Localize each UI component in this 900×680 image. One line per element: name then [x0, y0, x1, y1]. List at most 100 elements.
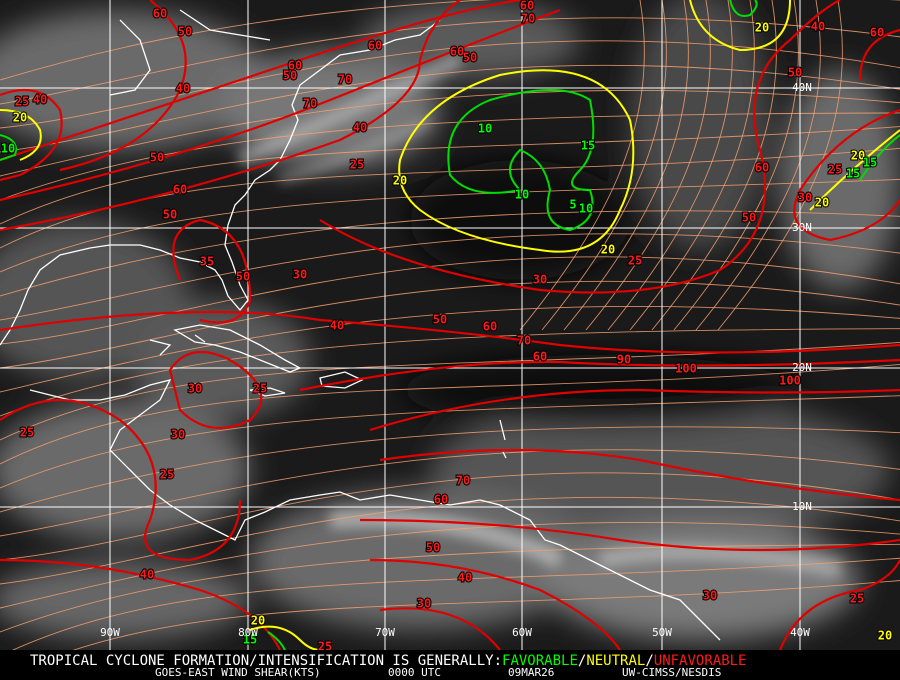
streamline [0, 543, 900, 633]
longitude-label: 80W [238, 626, 258, 639]
streamline [651, 0, 777, 331]
contour-label: 50 [463, 51, 477, 65]
contour-label: 25 [20, 426, 34, 440]
streamline [0, 472, 900, 561]
streamline [563, 0, 689, 331]
contour-label: 30 [293, 268, 307, 282]
contour-label: 40 [33, 93, 47, 107]
streamline [0, 363, 900, 465]
contour-label: 60 [173, 183, 187, 197]
contour-label: 20 [393, 174, 407, 188]
streamline [0, 40, 900, 129]
streamline [0, 256, 900, 345]
contour-label: 50 [178, 25, 192, 39]
contour-label: 25 [253, 382, 267, 396]
streamline [0, 126, 900, 225]
streamline [585, 0, 711, 331]
streamline [0, 557, 900, 657]
longitude-label: 40W [790, 626, 810, 639]
contour-label: 60 [368, 39, 382, 53]
contour-label: 40 [811, 20, 825, 34]
contour-label: 25 [850, 592, 864, 606]
contour-label: 60 [153, 7, 167, 21]
streamline [0, 496, 900, 585]
longitude-label: 50W [652, 626, 672, 639]
contour-label: 30 [188, 382, 202, 396]
contour-label: 20 [755, 21, 769, 35]
contour-label: 60 [870, 26, 884, 40]
contour-label: 50 [150, 151, 164, 165]
footer-band [0, 650, 900, 680]
contour-label: 50 [283, 69, 297, 83]
contour-label: 70 [517, 334, 531, 348]
longitude-label: 90W [100, 626, 120, 639]
contour-label: 5 [569, 198, 576, 212]
streamline [0, 395, 900, 489]
streamline [519, 0, 645, 331]
streamline [0, 449, 900, 537]
contour-label: 40 [330, 319, 344, 333]
graticule-labels: 90W 80W 70W 60W 50W 40W 40N 30N 20N 10N [100, 81, 812, 639]
contour-label: 50 [426, 541, 440, 555]
latitude-label: 30N [792, 221, 812, 234]
contour-label: 40 [353, 121, 367, 135]
streamline [0, 64, 900, 153]
streamline [0, 580, 900, 680]
streamline [717, 0, 843, 331]
contour-label: 100 [779, 374, 801, 388]
longitude-label: 70W [375, 626, 395, 639]
streamline [0, 233, 900, 321]
contour-label: 40 [458, 571, 472, 585]
streamline [0, 328, 900, 417]
streamline [695, 0, 821, 331]
favorable: FAVORABLE [502, 653, 578, 669]
contour-label: 60 [533, 350, 547, 364]
contour-label: 35 [200, 255, 214, 269]
contour-label: 10 [515, 188, 529, 202]
contour-label: 60 [434, 493, 448, 507]
contour-label: 10 [478, 122, 492, 136]
contour-label: 60 [288, 59, 302, 73]
contour-label: 60 [755, 161, 769, 175]
contour-label: 15 [863, 156, 877, 170]
shear-contours [0, 0, 900, 651]
longitude-label: 60W [512, 626, 532, 639]
contour-label: 25 [350, 158, 364, 172]
contour-label: 70 [521, 12, 535, 26]
contour-label: 40 [140, 568, 154, 582]
contour-label: 15 [581, 139, 595, 153]
date: 09MAR26 [508, 666, 554, 679]
latitude-label: 10N [792, 500, 812, 513]
contour-label: 70 [303, 97, 317, 111]
contour-label: 40 [176, 82, 190, 96]
contour-label: 20 [251, 614, 265, 628]
contour-label: 20 [601, 243, 615, 257]
headline: TROPICAL CYCLONE FORMATION/INTENSIFICATI… [30, 653, 502, 669]
graticule [0, 0, 900, 650]
contour-label: 60 [450, 45, 464, 59]
streamline [673, 0, 799, 331]
contour-label: 25 [628, 254, 642, 268]
contour-label: 70 [338, 73, 352, 87]
contour-label: 50 [742, 211, 756, 225]
contour-label: 25 [15, 95, 29, 109]
contour-label: 20 [851, 149, 865, 163]
contour-label: 20 [815, 196, 829, 210]
streamline [0, 112, 900, 201]
contour-label: 90 [617, 353, 631, 367]
contour-label: 15 [846, 167, 860, 181]
contour-label: 100 [675, 362, 697, 376]
contour-label: 25 [160, 468, 174, 482]
contour-label: 20 [13, 111, 27, 125]
streamline [0, 0, 900, 81]
product: GOES-EAST WIND SHEAR(KTS) [155, 666, 321, 679]
streamline [0, 210, 900, 297]
contour-label: 10 [579, 202, 593, 216]
contour-label: 30 [533, 273, 547, 287]
separator: / [578, 653, 586, 669]
unfavorable: UNFAVORABLE [654, 653, 747, 669]
source: UW-CIMSS/NESDIS [622, 666, 721, 679]
separator: / [645, 653, 653, 669]
streamline [541, 0, 667, 331]
